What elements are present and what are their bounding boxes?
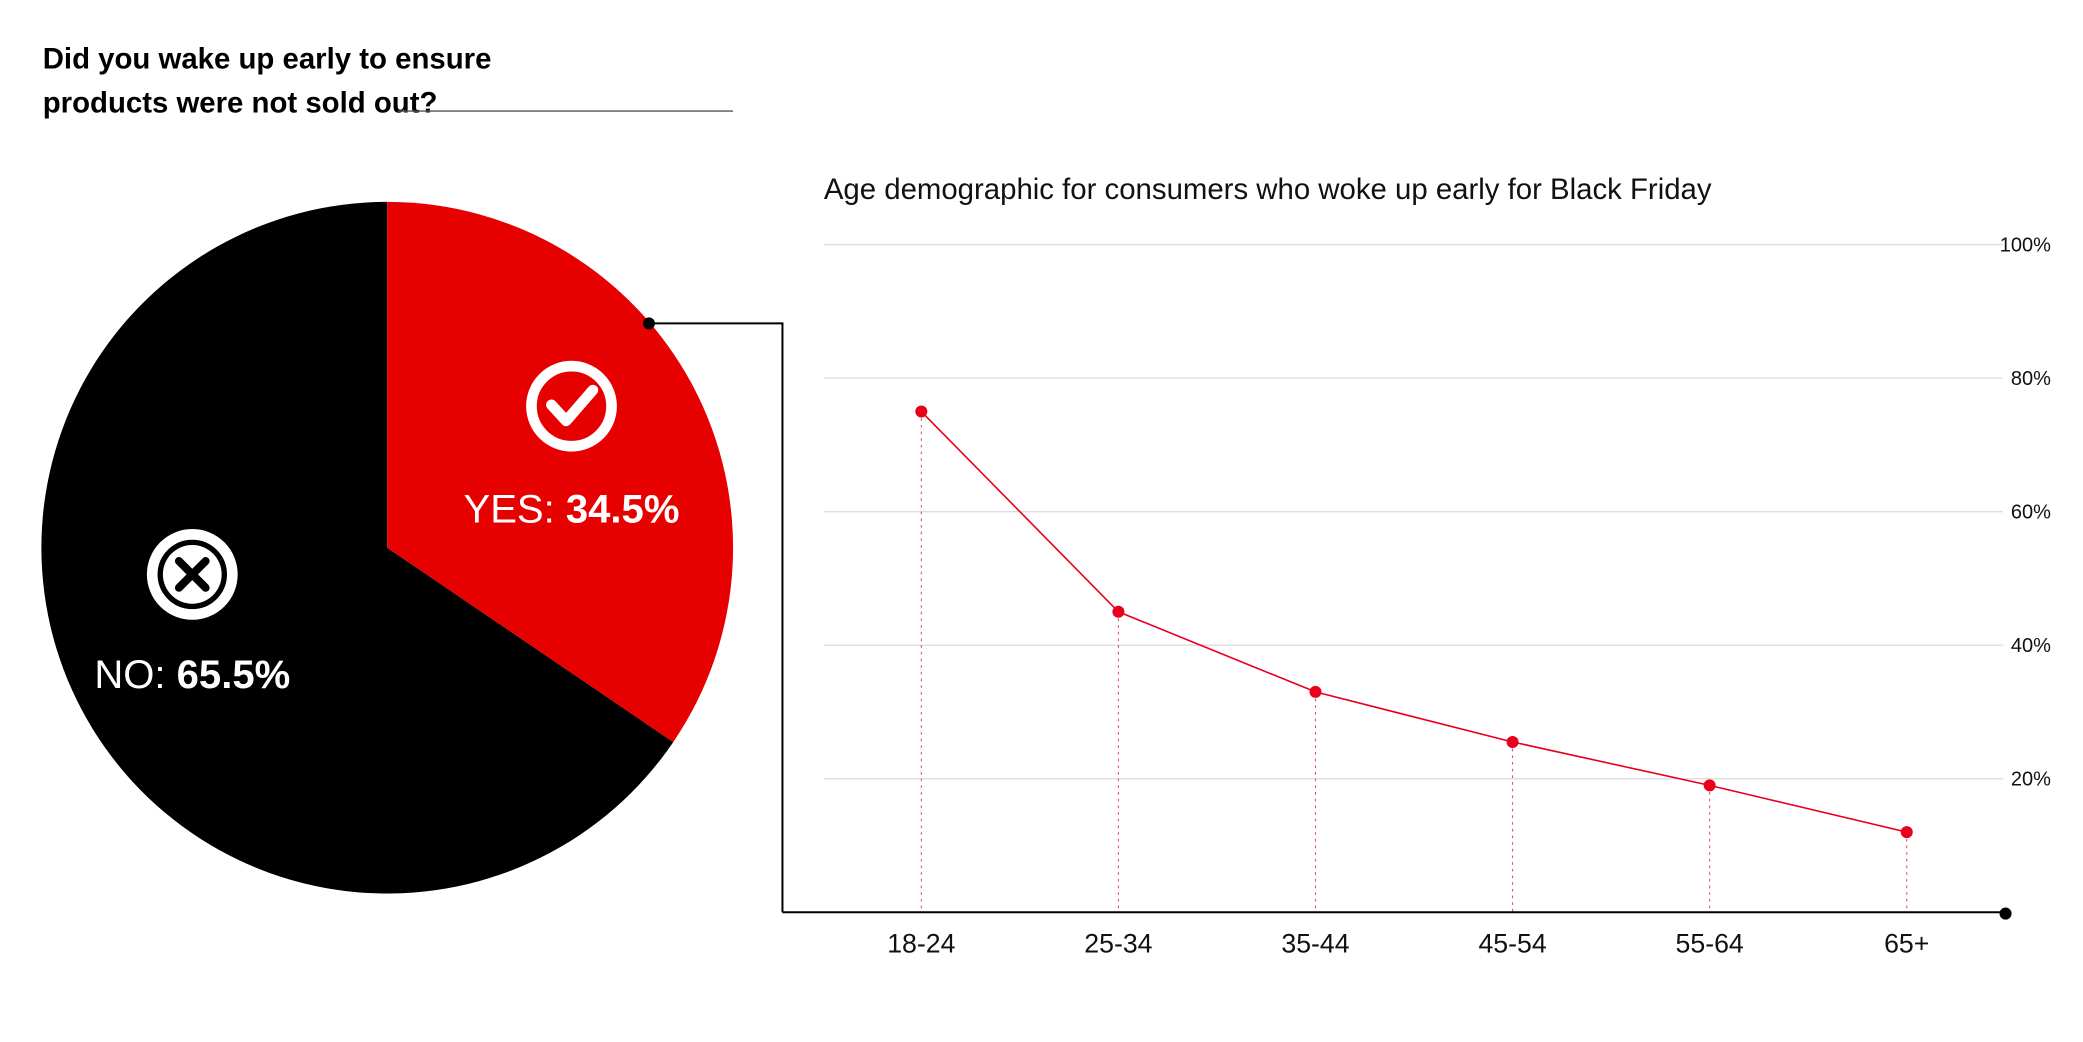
y-tick-label: 20% <box>2011 768 2051 790</box>
question-line-2: products were not sold out? <box>43 86 438 119</box>
data-points <box>915 405 1913 839</box>
x-tick-labels: 18-24 25-34 35-44 45-54 55-64 65+ <box>887 928 1929 958</box>
pie-chart: YES: 34.5% NO: 65.5% <box>41 201 734 894</box>
line-chart-title: Age demographic for consumers who woke u… <box>824 173 1712 206</box>
data-point <box>1703 779 1716 792</box>
x-tick-label: 65+ <box>1884 928 1929 958</box>
data-point <box>1506 735 1519 748</box>
x-tick-label: 45-54 <box>1478 928 1546 958</box>
drop-lines <box>920 411 1908 913</box>
y-tick-label: 60% <box>2011 501 2051 523</box>
y-tick-label: 80% <box>2011 368 2051 390</box>
x-axis-end-dot <box>1999 907 2012 920</box>
question-line-1: Did you wake up early to ensure <box>43 42 492 75</box>
connector <box>642 317 784 913</box>
connector-dot <box>642 317 655 330</box>
data-point <box>1309 685 1322 698</box>
x-tick-label: 18-24 <box>887 928 955 958</box>
x-tick-label: 35-44 <box>1281 928 1349 958</box>
no-label-prefix: NO: <box>94 653 176 697</box>
x-circle-icon <box>146 529 238 620</box>
x-tick-label: 55-64 <box>1676 928 1744 958</box>
pie-slice-yes <box>387 201 734 743</box>
x-tick-label: 25-34 <box>1084 928 1152 958</box>
yes-label-value: 34.5% <box>566 487 680 531</box>
no-label: NO: 65.5% <box>94 653 290 697</box>
pie-slice-no <box>41 201 674 894</box>
y-tick-label: 100% <box>2000 234 2051 256</box>
series-line <box>920 410 1907 833</box>
data-point <box>1112 605 1125 618</box>
data-point <box>915 405 928 418</box>
yes-label: YES: 34.5% <box>464 487 680 531</box>
y-tick-label: 40% <box>2011 635 2051 657</box>
no-label-value: 65.5% <box>177 653 291 697</box>
grid: 20% 40% 60% 80% 100% <box>823 234 2051 790</box>
data-point <box>1900 826 1913 839</box>
check-circle-icon <box>526 360 617 452</box>
yes-label-prefix: YES: <box>464 487 566 531</box>
